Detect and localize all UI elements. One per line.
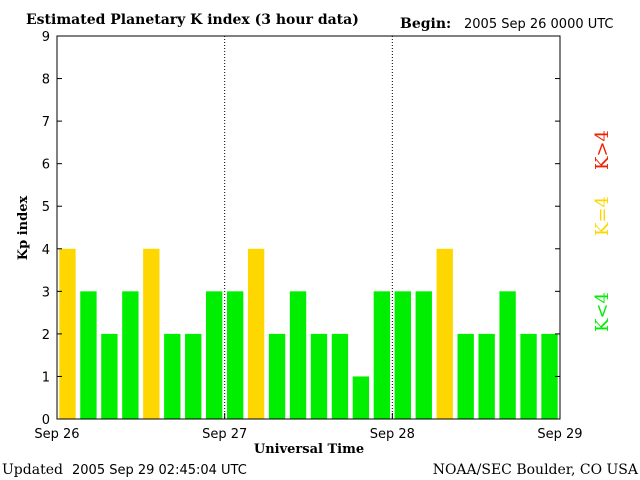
kp-bar	[143, 248, 160, 419]
kp-bar	[226, 291, 244, 419]
x-tick-label: Sep 27	[202, 427, 247, 442]
kp-bar	[310, 333, 328, 419]
y-tick-label: 9	[42, 30, 50, 45]
kp-bar	[122, 291, 139, 419]
plot-frame	[56, 35, 561, 420]
kp-bar	[352, 376, 370, 419]
x-tick-label: Sep 29	[537, 427, 582, 442]
y-tick-label: 8	[42, 73, 50, 88]
y-tick-label: 7	[42, 115, 50, 130]
x-axis-title: Universal Time	[254, 442, 364, 457]
kp-bar	[101, 333, 118, 419]
y-tick-label: 1	[42, 370, 50, 385]
kp-bar	[541, 333, 558, 419]
grid-layer	[224, 36, 393, 419]
kp-bar	[415, 291, 432, 419]
kp-bar	[59, 248, 76, 419]
x-tick-label: Sep 26	[34, 427, 79, 442]
y-tick-label: 0	[42, 413, 50, 428]
kp-bar	[80, 291, 97, 419]
legend-equal: K=4	[592, 196, 613, 236]
updated-label: Updated	[2, 462, 63, 478]
y-tick-label: 6	[42, 158, 50, 173]
kp-bar	[331, 333, 349, 419]
kp-bar	[373, 291, 391, 419]
kp-bar	[436, 248, 453, 419]
legend-high: K>4	[592, 130, 613, 170]
bars-layer	[59, 248, 558, 419]
kp-bar	[185, 333, 202, 419]
begin-value: 2005 Sep 26 0000 UTC	[464, 17, 614, 32]
legend-low: K<4	[592, 292, 613, 332]
kp-bar	[478, 333, 495, 419]
source-credit: NOAA/SEC Boulder, CO USA	[433, 462, 639, 478]
kp-bar	[247, 248, 265, 419]
kp-bar	[499, 291, 516, 419]
x-tick-label: Sep 28	[370, 427, 415, 442]
updated-value: 2005 Sep 29 02:45:04 UTC	[72, 463, 247, 478]
kp-bar	[268, 333, 286, 419]
y-axis-title: Kp index	[16, 196, 31, 261]
kp-bar	[206, 291, 223, 419]
y-tick-label: 4	[42, 243, 50, 258]
begin-label: Begin:	[400, 16, 451, 32]
kp-bar	[520, 333, 537, 419]
y-tick-label: 2	[42, 328, 50, 343]
kp-bar	[394, 291, 411, 419]
kp-bar	[164, 333, 181, 419]
y-tick-label: 5	[42, 200, 50, 215]
x-axis-ticks: Sep 26 Sep 27 Sep 28 Sep 29	[34, 413, 583, 442]
kp-bar	[457, 333, 474, 419]
y-tick-label: 3	[42, 285, 50, 300]
y-axis-ticks: 0 1 2 3 4 5 6 7 8 9	[42, 30, 560, 428]
kp-bar	[289, 291, 307, 419]
chart-title: Estimated Planetary K index (3 hour data…	[26, 12, 359, 28]
